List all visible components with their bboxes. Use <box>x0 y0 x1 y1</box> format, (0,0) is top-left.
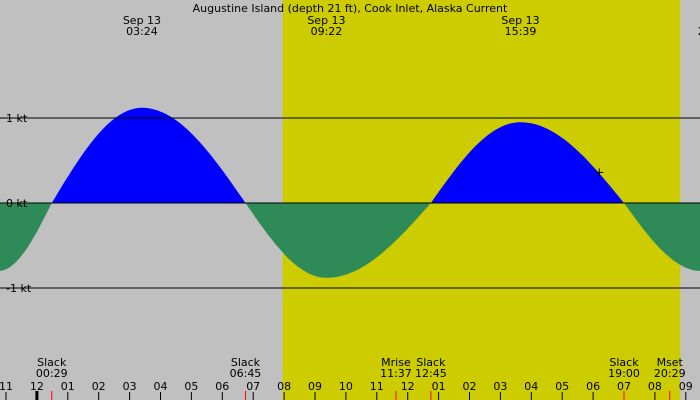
x-tick-label: 12 <box>30 380 44 393</box>
y-tick-label: 1 kt <box>6 112 28 125</box>
x-tick-label: 04 <box>524 380 538 393</box>
peak-date-label: Sep 13 <box>307 14 345 27</box>
x-tick-label: 08 <box>277 380 291 393</box>
event-label: Mrise <box>381 356 411 369</box>
x-tick-label: 01 <box>432 380 446 393</box>
peak-date-label: Sep 13 <box>501 14 539 27</box>
x-tick-label: 06 <box>215 380 229 393</box>
x-tick-label: 05 <box>184 380 198 393</box>
x-tick-label: 04 <box>154 380 168 393</box>
ebb-area <box>624 203 700 271</box>
flood-area <box>51 107 246 203</box>
current-time-marker <box>35 391 39 400</box>
event-time: 12:45 <box>415 367 447 380</box>
peak-time-label: 2 <box>698 25 700 38</box>
x-tick-label: 12 <box>401 380 415 393</box>
event-time: 20:29 <box>654 367 686 380</box>
x-tick-label: 08 <box>648 380 662 393</box>
x-tick-label: 02 <box>463 380 477 393</box>
event-label: Slack <box>609 356 639 369</box>
peak-time-label: 15:39 <box>505 25 537 38</box>
x-tick-label: 11 <box>370 380 384 393</box>
x-tick-label: 05 <box>555 380 569 393</box>
x-tick-label: 03 <box>493 380 507 393</box>
event-label: Slack <box>416 356 446 369</box>
event-time: 00:29 <box>36 367 68 380</box>
x-tick-label: 07 <box>246 380 260 393</box>
x-tick-label: 11 <box>0 380 13 393</box>
x-tick-label: 10 <box>339 380 353 393</box>
y-tick-label: 0 kt <box>6 197 28 210</box>
event-time: 06:45 <box>230 367 262 380</box>
event-label: Mset <box>657 356 684 369</box>
chart-title: Augustine Island (depth 21 ft), Cook Inl… <box>193 2 508 15</box>
x-tick-label: 02 <box>92 380 106 393</box>
x-tick-label: 06 <box>586 380 600 393</box>
x-tick-label: 07 <box>617 380 631 393</box>
x-tick-label: 09 <box>308 380 322 393</box>
ebb-area <box>0 203 52 271</box>
event-time: 19:00 <box>608 367 640 380</box>
peak-time-label: 03:24 <box>126 25 158 38</box>
flood-area <box>430 122 624 203</box>
x-tick-label: 01 <box>61 380 75 393</box>
ebb-area <box>245 203 431 278</box>
x-tick-label: 03 <box>123 380 137 393</box>
event-label: Slack <box>231 356 261 369</box>
y-tick-label: -1 kt <box>6 282 32 295</box>
x-tick-label: 09 <box>679 380 693 393</box>
peak-time-label: 09:22 <box>311 25 343 38</box>
event-label: Slack <box>37 356 67 369</box>
peak-date-label: Sep 13 <box>123 14 161 27</box>
event-time: 11:37 <box>380 367 412 380</box>
